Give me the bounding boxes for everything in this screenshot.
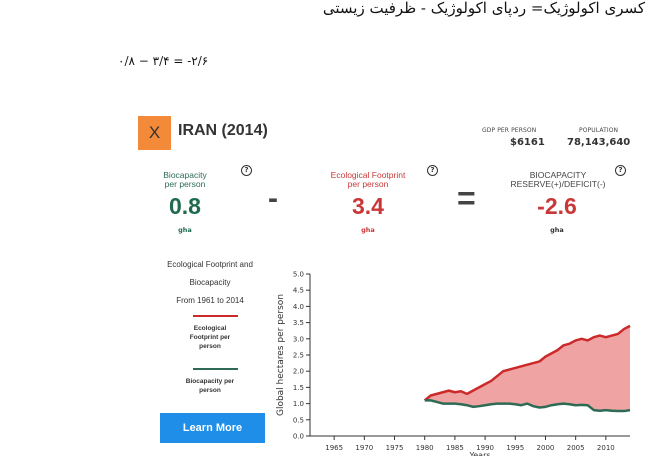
legend-biocapacity: Biocapacity per person bbox=[155, 368, 265, 395]
y-tick-label: 3.5 bbox=[293, 319, 304, 327]
reserve-value: -2.6 bbox=[537, 193, 577, 219]
footprint-unit: gha bbox=[361, 226, 375, 234]
y-tick-label: 4.5 bbox=[293, 287, 304, 295]
equals-operator: = bbox=[457, 180, 476, 216]
country-card: X IRAN (2014) GDP PER PERSON $6161 POPUL… bbox=[135, 110, 635, 456]
x-tick-label: 1985 bbox=[446, 444, 464, 452]
biocapacity-help-icon[interactable]: ? bbox=[241, 165, 252, 176]
footprint-help-icon[interactable]: ? bbox=[427, 165, 438, 176]
biocapacity-label: Biocapacity per person bbox=[163, 170, 207, 189]
y-tick-label: 1.5 bbox=[293, 384, 304, 392]
learn-more-button[interactable]: Learn More bbox=[160, 413, 265, 443]
footprint-chart: 0.0 0.5 1.0 1.5 2.0 2.5 3.0 3.5 4.0 4.5 5.0 1965 197… bbox=[276, 271, 631, 456]
biocapacity-series-line bbox=[424, 399, 631, 413]
population-value: 78,143,640 bbox=[567, 137, 631, 148]
footprint-value: 3.4 bbox=[352, 193, 384, 219]
reserve-unit: gha bbox=[550, 226, 564, 234]
persian-calc-text: ۰/۸ − ۳/۴ = -۲/۶ bbox=[118, 54, 209, 68]
y-tick-label: 0.5 bbox=[293, 416, 304, 424]
legend-footprint-swatch bbox=[193, 315, 238, 317]
gdp-label: GDP PER PERSON bbox=[482, 127, 537, 134]
country-title: IRAN (2014) bbox=[178, 122, 268, 139]
x-tick-label: 1980 bbox=[416, 444, 434, 452]
x-tick-label: 2005 bbox=[567, 444, 585, 452]
y-tick-label: 4.0 bbox=[293, 303, 304, 311]
x-tick-label: 1990 bbox=[476, 444, 494, 452]
x-axis-label: Years bbox=[468, 451, 490, 456]
x-tick-label: 2000 bbox=[537, 444, 555, 452]
legend-biocapacity-swatch bbox=[193, 368, 238, 370]
x-tick-label: 1995 bbox=[506, 444, 524, 452]
x-tick-label: 1965 bbox=[325, 444, 343, 452]
x-tick-label: 2010 bbox=[597, 444, 615, 452]
y-tick-label: 2.5 bbox=[293, 352, 304, 360]
x-tick-label: 1975 bbox=[386, 444, 404, 452]
y-axis-label: Global hectares per person bbox=[276, 294, 286, 416]
biocapacity-value: 0.8 bbox=[169, 193, 201, 219]
minus-operator: - bbox=[268, 182, 278, 215]
reserve-label: BIOCAPACITY RESERVE(+)/DEFICIT(-) bbox=[510, 170, 606, 189]
legend-footprint: Ecological Footprint per person bbox=[155, 315, 265, 351]
deficit-area bbox=[424, 325, 630, 412]
footprint-series-line bbox=[423, 324, 631, 402]
y-tick-label: 0.0 bbox=[293, 433, 304, 441]
gdp-value: $6161 bbox=[510, 137, 545, 148]
reserve-help-icon[interactable]: ? bbox=[615, 165, 626, 176]
y-tick-label: 5.0 bbox=[293, 271, 304, 279]
legend-title: Ecological Footprint and Biocapacity Fro… bbox=[167, 260, 253, 305]
x-tick-label: 1970 bbox=[355, 444, 373, 452]
y-tick-label: 2.0 bbox=[293, 368, 304, 376]
y-tick-label: 3.0 bbox=[293, 335, 304, 343]
biocapacity-unit: gha bbox=[178, 226, 192, 234]
close-button[interactable]: X bbox=[138, 116, 171, 150]
persian-formula-text: کسری اکولوژیک= ردپای اکولوژیک - ظرفیت زی… bbox=[322, 0, 645, 17]
footprint-label: Ecological Footprint per person bbox=[330, 170, 406, 189]
y-tick-label: 1.0 bbox=[293, 400, 304, 408]
population-label: POPULATION bbox=[579, 127, 619, 134]
